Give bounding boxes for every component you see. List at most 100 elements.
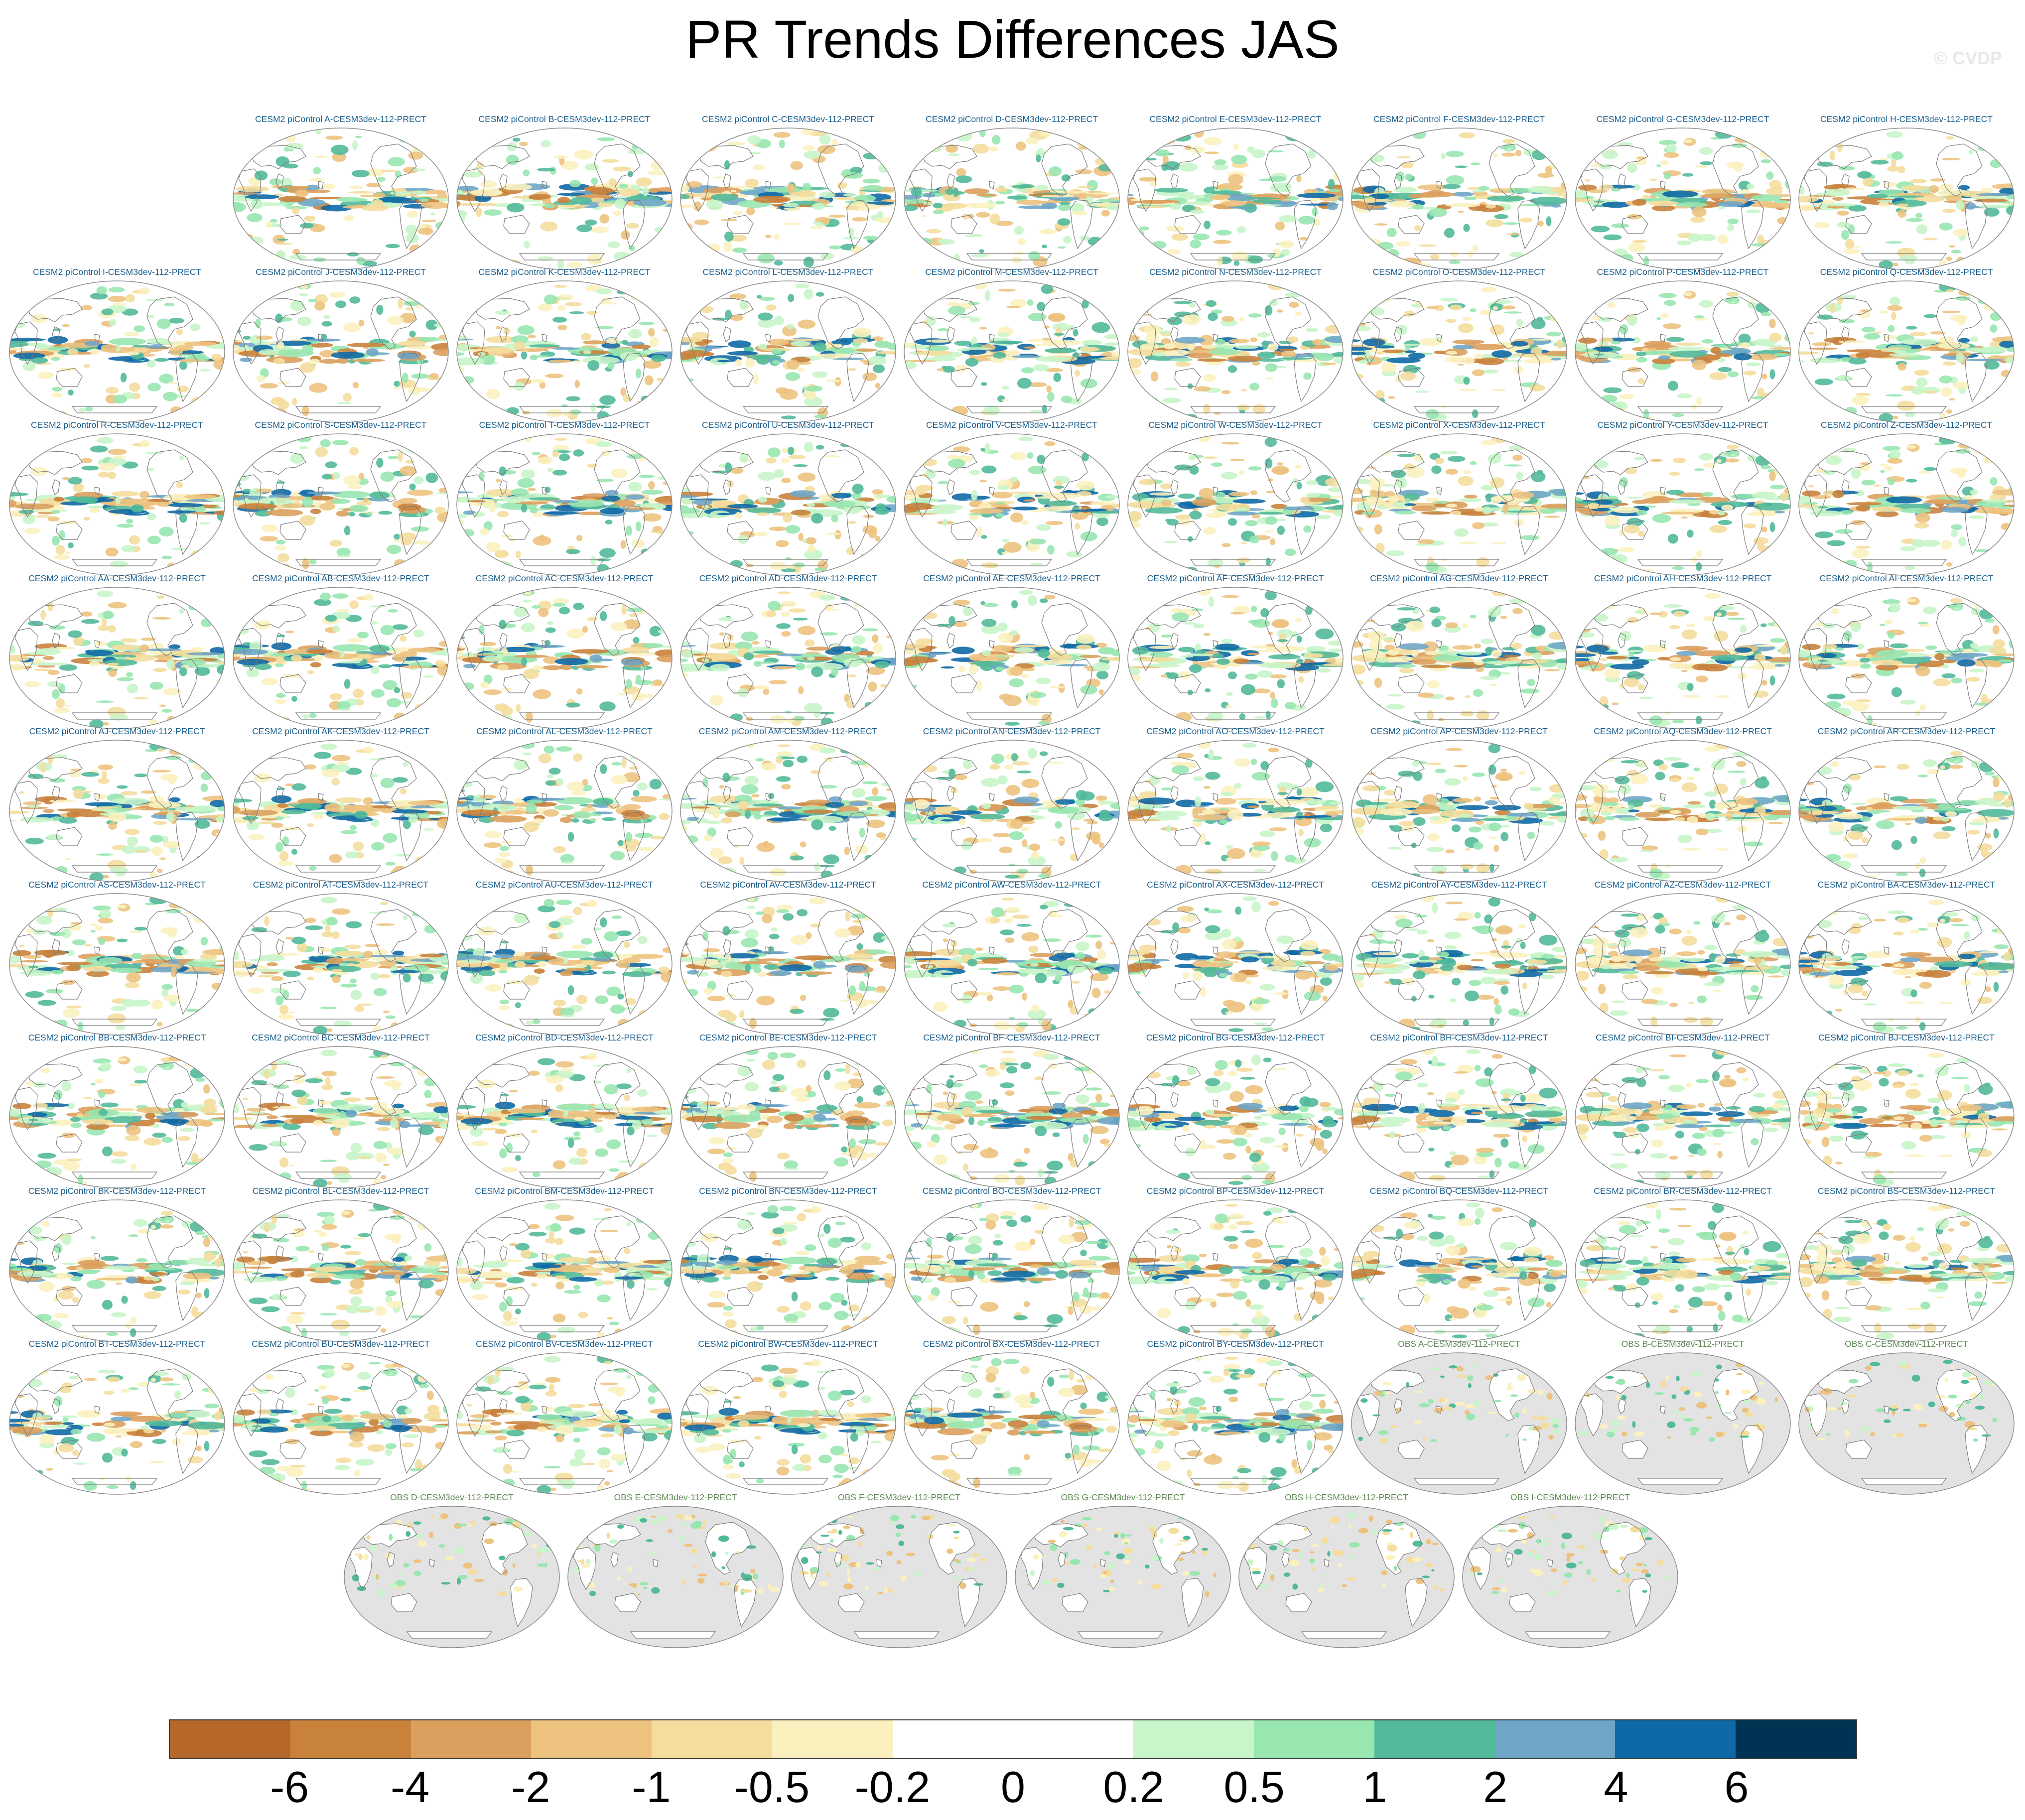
trend-blob xyxy=(398,298,403,309)
trend-blob xyxy=(1086,250,1101,257)
trend-blob xyxy=(233,299,241,303)
trend-blob xyxy=(1187,536,1193,542)
trend-blob xyxy=(798,686,804,694)
trend-blob xyxy=(823,500,856,508)
trend-blob xyxy=(1777,391,1790,396)
map-outline xyxy=(1575,128,1791,270)
trend-blob xyxy=(1434,503,1447,507)
trend-blob xyxy=(680,495,699,498)
trend-blob xyxy=(1952,229,1971,237)
trend-blob xyxy=(946,455,959,460)
coastline xyxy=(922,451,977,475)
trend-blob xyxy=(458,646,468,649)
trend-blob xyxy=(984,290,991,301)
trend-blob xyxy=(352,359,385,363)
trend-blob xyxy=(34,515,52,518)
trend-blob xyxy=(946,153,961,156)
trend-blob xyxy=(1455,165,1468,168)
trend-blob xyxy=(1900,338,1939,346)
trend-blob xyxy=(1627,162,1637,173)
trend-blob xyxy=(306,649,333,654)
trend-blob xyxy=(1529,197,1567,205)
coastline xyxy=(1436,487,1442,495)
trend-blob xyxy=(1519,217,1533,223)
trend-blob xyxy=(109,338,146,346)
trend-blob xyxy=(1494,214,1508,219)
trend-blob xyxy=(369,621,378,625)
map-panel: CESM2 piControl T-CESM3dev-112-PRECT xyxy=(455,419,674,576)
trend-blob xyxy=(1702,492,1714,497)
trend-blob xyxy=(552,317,567,323)
trend-blob xyxy=(1161,499,1172,507)
trend-blob xyxy=(1695,562,1702,571)
trend-blob xyxy=(361,260,377,266)
trend-blob xyxy=(1458,323,1474,333)
trend-blob xyxy=(1575,391,1578,398)
trend-blob xyxy=(235,340,245,343)
trend-blob xyxy=(863,185,883,191)
coastline xyxy=(1070,353,1093,402)
coastline xyxy=(94,334,100,342)
trend-blob xyxy=(1418,191,1455,198)
trend-blob xyxy=(852,635,866,645)
trend-blob xyxy=(1799,149,1810,160)
trend-blob xyxy=(798,472,816,482)
trend-blob xyxy=(329,539,343,547)
map-panel: CESM2 piControl Q-CESM3dev-112-PRECT xyxy=(1797,266,2016,423)
trend-blob xyxy=(1363,197,1376,204)
trend-blob xyxy=(1760,159,1771,163)
trend-blob xyxy=(1978,136,1987,147)
trend-blob xyxy=(1273,248,1281,258)
trend-blob xyxy=(356,257,366,265)
coastline xyxy=(462,168,485,212)
trend-blob xyxy=(956,349,970,352)
map-panel: CESM2 piControl P-CESM3dev-112-PRECT xyxy=(1573,266,1792,423)
trend-blob xyxy=(848,674,856,678)
trend-blob xyxy=(1501,152,1516,157)
trend-blob xyxy=(494,550,509,558)
trend-blob xyxy=(1384,491,1395,498)
trend-blob xyxy=(785,710,792,714)
trend-blob xyxy=(282,504,300,509)
trend-blob xyxy=(169,644,181,650)
trend-blob xyxy=(680,567,697,573)
trend-blob xyxy=(1854,246,1861,248)
coastline xyxy=(989,181,995,189)
trend-blob xyxy=(798,532,804,541)
trend-blob xyxy=(652,526,663,532)
trend-blob xyxy=(254,295,269,299)
trend-blob xyxy=(965,358,978,367)
trend-blob xyxy=(1544,516,1561,518)
trend-blob xyxy=(1080,379,1097,389)
trend-blob xyxy=(1485,493,1492,503)
trend-blob xyxy=(1306,327,1319,332)
trend-blob xyxy=(1130,237,1144,248)
trend-blob xyxy=(633,199,667,207)
trend-blob xyxy=(970,254,989,258)
map-outline xyxy=(680,280,896,423)
trend-blob xyxy=(585,194,612,200)
trend-blob xyxy=(1233,143,1239,150)
trend-blob xyxy=(186,652,223,655)
trend-blob xyxy=(89,507,100,514)
trend-blob xyxy=(1716,459,1722,463)
trend-blob xyxy=(332,593,349,599)
trend-blob xyxy=(411,526,429,532)
trend-blob xyxy=(108,448,127,455)
trend-blob xyxy=(1664,172,1671,180)
trend-blob xyxy=(1199,488,1214,499)
coastline xyxy=(399,659,422,709)
trend-blob xyxy=(67,348,79,356)
trend-blob xyxy=(1312,339,1323,346)
map-panel: CESM2 piControl AE-CESM3dev-112-PRECT xyxy=(902,573,1121,729)
global-map xyxy=(1351,280,1567,423)
coastline xyxy=(966,406,1053,413)
trend-blob xyxy=(1991,183,2014,190)
trend-blob xyxy=(206,710,219,716)
trend-blob xyxy=(916,302,930,308)
trend-blob xyxy=(495,326,501,330)
trend-blob xyxy=(168,503,204,508)
trend-blob xyxy=(268,292,275,298)
trend-blob xyxy=(1489,477,1505,488)
trend-blob xyxy=(83,364,91,368)
